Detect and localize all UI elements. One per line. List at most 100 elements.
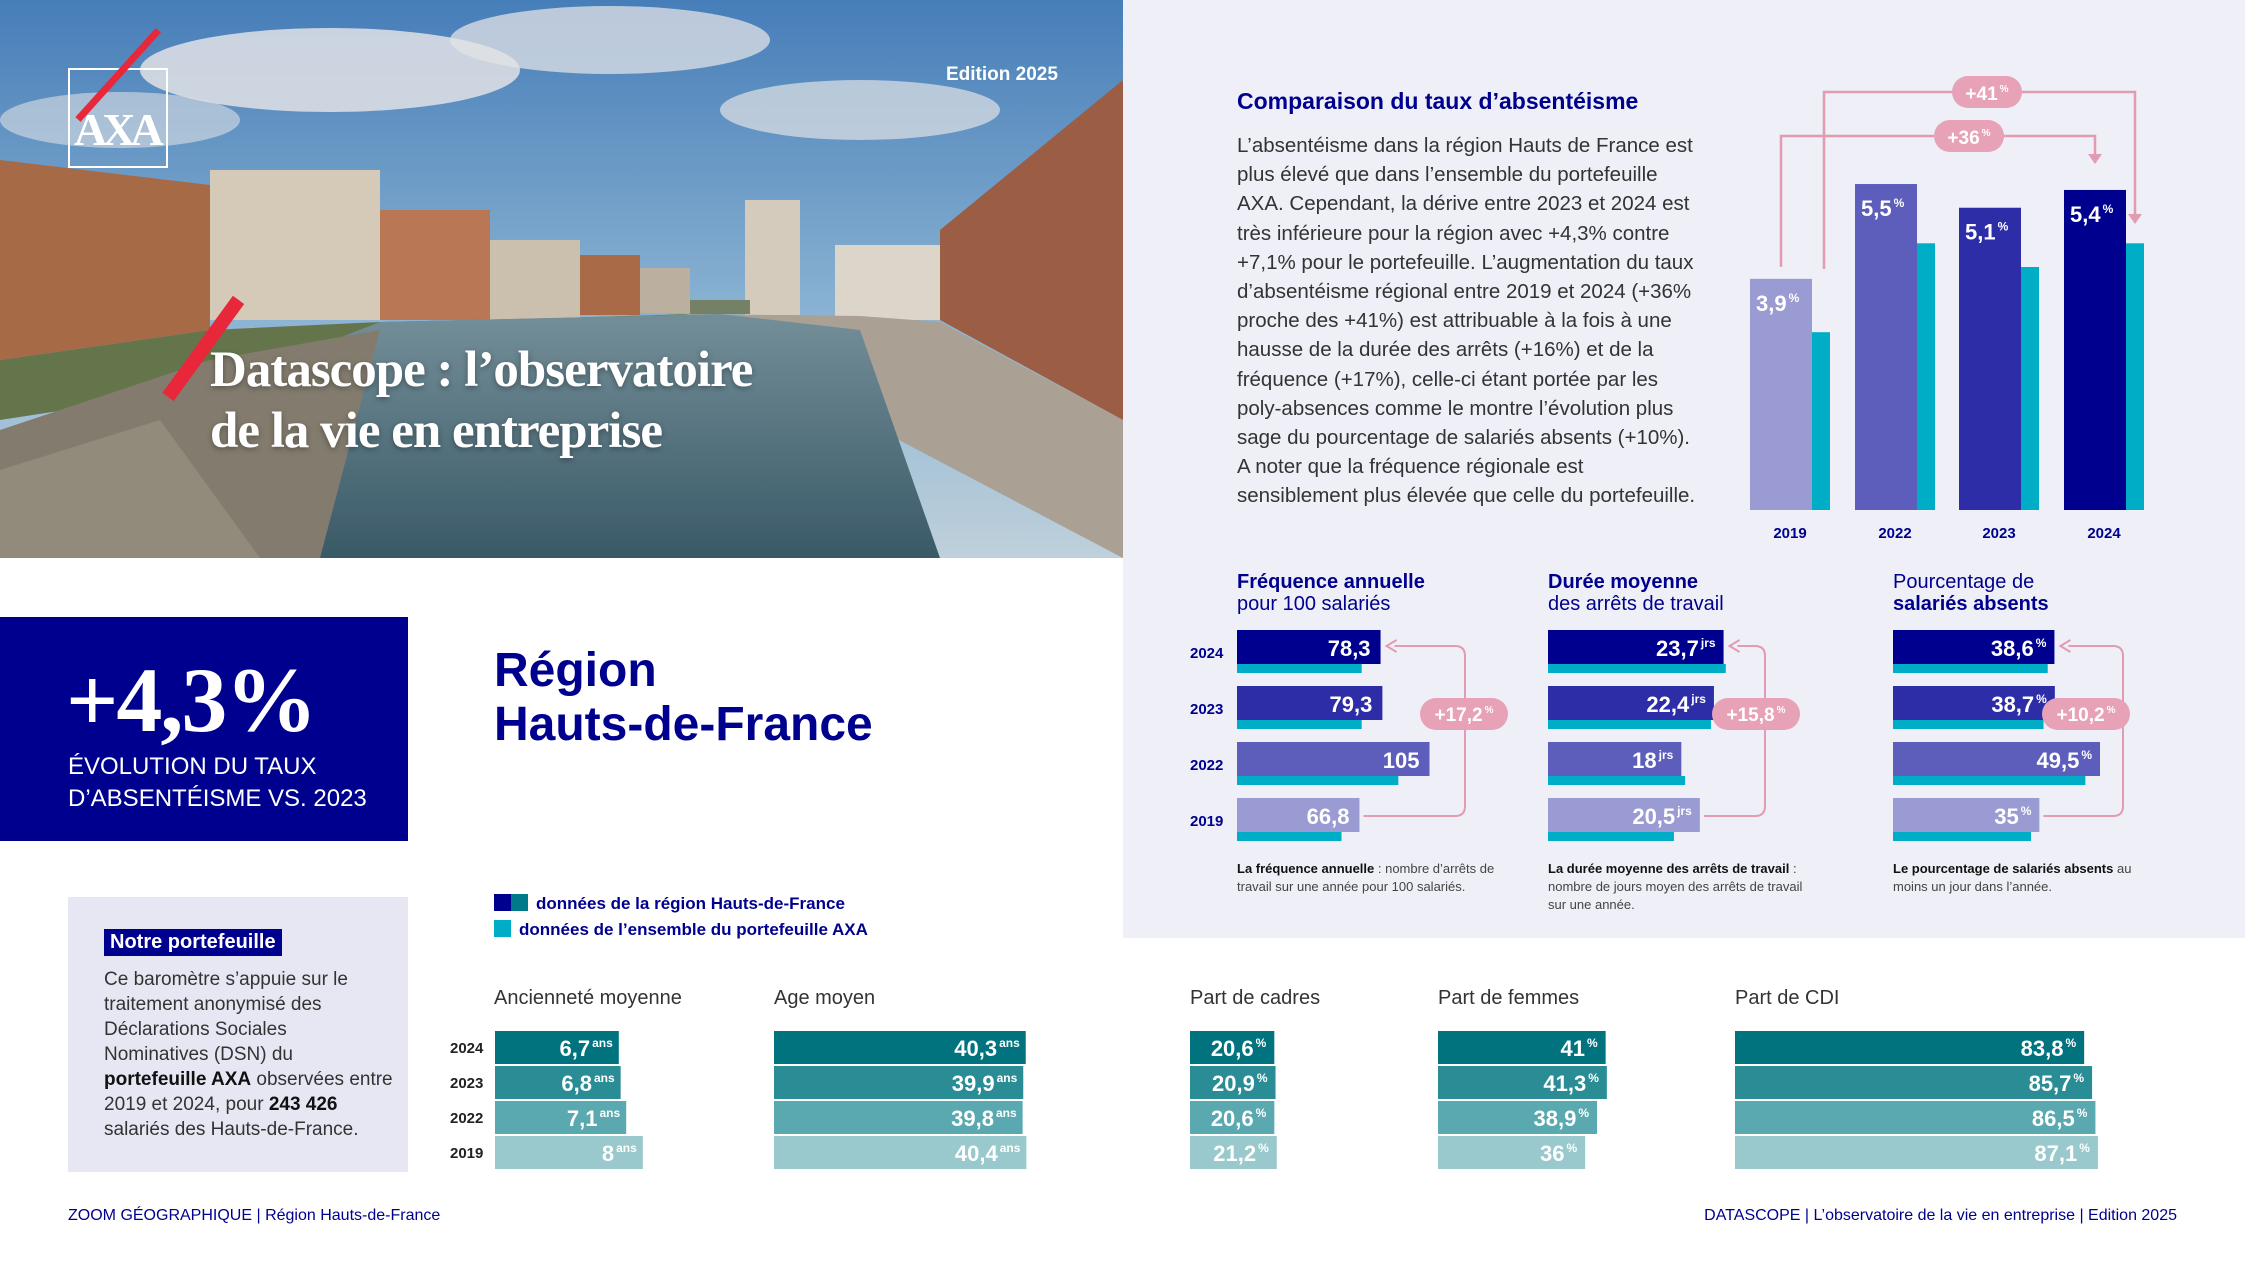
portfolio-title: Notre portefeuille <box>104 929 282 956</box>
legend-item-portfolio: données de l’ensemble du portefeuille AX… <box>494 917 868 943</box>
anciennete-title: Ancienneté moyenne <box>494 987 682 1009</box>
bar-portfolio-2022 <box>1915 243 1935 511</box>
region-title: Région Hauts-de-France <box>494 644 873 752</box>
bottom2-bar-2022 <box>1190 1101 1275 1134</box>
pill-36 <box>1934 120 2004 152</box>
panel0-pill <box>1420 698 1508 730</box>
portfolio-text-3: salariés des Hauts-de-France. <box>104 1119 359 1140</box>
legend: données de la région Hauts-de-France don… <box>494 891 868 943</box>
kpi-value: +4,3% <box>66 649 317 751</box>
bottom0-label-2019: 8 ans <box>602 1141 637 1166</box>
bar-label-2019: 3,9% <box>1756 291 1800 316</box>
absenteeism-chart: 3,9 % 2019 5,5 % 2022 5,1 % 2023 5,4 % 2024 +36 % +41% <box>1750 76 2144 542</box>
panel0-label-2024: 78,3 <box>1328 636 1371 661</box>
kpi-label: ÉVOLUTION DU TAUX D’ABSENTÉISME VS. 2023 <box>68 751 367 815</box>
duree-title: Durée moyenne des arrêts de travail <box>1548 571 1724 615</box>
pct-note: Le pourcentage de salariés absents au mo… <box>1893 860 2153 896</box>
bar-portfolio-2023 <box>2019 267 2039 510</box>
x-tick-2023: 2023 <box>1982 525 2015 542</box>
hero-photo <box>0 0 1123 558</box>
panel1-bar-portfolio-2024 <box>1548 664 1726 673</box>
bottom0-bar-2024 <box>495 1031 619 1064</box>
bottom3-bar-2023 <box>1438 1066 1607 1099</box>
panel1-pill-label: +15,8% <box>1727 705 1786 726</box>
panel1-bar-region-2024 <box>1548 630 1724 664</box>
freq-note-bold: La fréquence annuelle <box>1237 861 1375 876</box>
pill-36-label: +36% <box>1947 128 1990 149</box>
bottom2-bar-2024 <box>1190 1031 1275 1064</box>
panel1-arrow <box>1703 645 1766 817</box>
portfolio-bold-1: portefeuille AXA <box>104 1069 252 1090</box>
portfolio-text-1: Ce baromètre s’appuie sur le traitement … <box>104 969 348 1065</box>
bottom1-label-2022: 39,8 ans <box>951 1106 1017 1131</box>
axa-logo: AXA <box>68 27 168 168</box>
freq-note: La fréquence annuelle : nombre d’arrêts … <box>1237 860 1497 896</box>
panel2-bar-portfolio-2024 <box>1893 664 2048 673</box>
femmes-title: Part de femmes <box>1438 987 1580 1009</box>
bottom1-label-2023: 39,9 ans <box>952 1071 1018 1096</box>
panel2-label-2023: 38,7% <box>1991 692 2047 717</box>
freq-title-sub: pour 100 salariés <box>1237 593 1391 615</box>
pill-41 <box>1952 76 2022 108</box>
legend-label-portfolio: données de l’ensemble du portefeuille AX… <box>519 920 868 939</box>
y-tick-2022: 2022 <box>1190 757 1223 774</box>
panel0-arrow <box>1363 645 1466 817</box>
bottom2-label-2019: 21,2% <box>1213 1141 1269 1166</box>
bottom-y-tick-2023: 2023 <box>450 1075 483 1092</box>
freq-note-text: : nombre d’arrêts de travail sur une ann… <box>1237 861 1495 894</box>
bar-region-2022 <box>1855 184 1917 510</box>
pct-title-reg: Pourcentage de <box>1893 571 2035 593</box>
duree-title-sub: des arrêts de travail <box>1548 593 1724 615</box>
panel0-bar-region-2022 <box>1237 742 1430 776</box>
bottom4-bar-2023 <box>1735 1066 2093 1099</box>
panel2-pill <box>2042 698 2130 730</box>
legend-item-region: données de la région Hauts-de-France <box>494 891 868 917</box>
bottom3-label-2022: 38,9% <box>1534 1106 1590 1131</box>
panel1-label-2022: 18 jrs <box>1632 748 1673 773</box>
freq-title: Fréquence annuelle pour 100 salariés <box>1237 571 1425 615</box>
footer-right: DATASCOPE | L’observatoire de la vie en … <box>1704 1207 2177 1224</box>
duree-note-text: : nombre de jours moyen des arrêts de tr… <box>1548 861 1803 912</box>
kpi-label-line2: D’ABSENTÉISME VS. 2023 <box>68 785 367 812</box>
legend-label-region: données de la région Hauts-de-France <box>536 894 845 913</box>
panel2-bar-region-2022 <box>1893 742 2100 776</box>
panel0-label-2022: 105 <box>1383 748 1420 773</box>
edition-label: Edition 2025 <box>946 64 1058 85</box>
x-tick-2022: 2022 <box>1878 525 1911 542</box>
panel0-bar-portfolio-2022 <box>1237 776 1399 785</box>
panel1-pill <box>1712 698 1800 730</box>
bar-label-2022: 5,5% <box>1861 196 1905 221</box>
comparison-text: L’absentéisme dans la région Hauts de Fr… <box>1237 134 1696 508</box>
panel2-label-2024: 38,6% <box>1991 636 2047 661</box>
cdi-title: Part de CDI <box>1735 987 1840 1009</box>
workforce-bars-chart: 2024 2023 2022 2019 6,7 ans 6,8 ans 7,1 ans 8 ans 40… <box>450 1031 2098 1169</box>
bar-label-2024: 5,4% <box>2070 202 2114 227</box>
bottom3-bar-2019 <box>1438 1136 1586 1169</box>
portfolio-bold-2: 243 426 <box>268 1094 338 1115</box>
panel0-bar-portfolio-2023 <box>1237 720 1362 729</box>
legend-swatch-region-navy <box>494 894 511 911</box>
panel1-bar-portfolio-2023 <box>1548 720 1711 729</box>
panel2-arrow-head <box>2058 639 2071 653</box>
panel2-bar-portfolio-2023 <box>1893 720 2044 729</box>
axa-logo-text: AXA <box>74 104 164 155</box>
duree-title-bold: Durée moyenne <box>1548 571 1699 593</box>
panel2-label-2022: 49,5% <box>2037 748 2093 773</box>
bottom4-label-2019: 87,1% <box>2034 1141 2090 1166</box>
bottom0-label-2022: 7,1 ans <box>567 1106 621 1131</box>
bottom2-label-2024: 20,6% <box>1211 1036 1267 1061</box>
bottom2-bar-2019 <box>1190 1136 1277 1169</box>
age-title: Age moyen <box>774 987 876 1009</box>
panel2-bar-region-2023 <box>1893 686 2055 720</box>
panel0-bar-portfolio-2024 <box>1237 664 1362 673</box>
panel1-bar-region-2023 <box>1548 686 1714 720</box>
bottom4-label-2022: 86,5% <box>2032 1106 2088 1131</box>
cadres-title: Part de cadres <box>1190 987 1321 1009</box>
bottom-y-tick-2024: 2024 <box>450 1040 484 1057</box>
legend-swatch-portfolio <box>494 920 511 937</box>
panel2-bar-region-2019 <box>1893 798 2040 832</box>
kpi-box: +4,3% ÉVOLUTION DU TAUX D’ABSENTÉISME VS… <box>0 617 408 841</box>
kpi-label-line1: ÉVOLUTION DU TAUX <box>68 753 317 780</box>
footer-left: ZOOM GÉOGRAPHIQUE | Région Hauts-de-Fran… <box>68 1207 441 1224</box>
comparison-title: Comparaison du taux d’absentéisme <box>1237 88 1639 114</box>
